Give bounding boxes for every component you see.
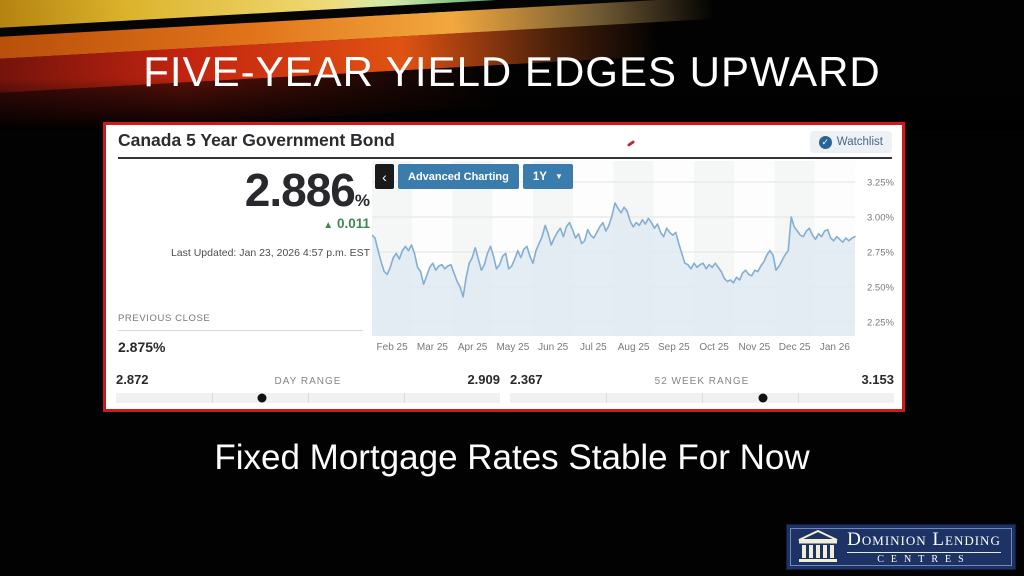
dominion-lending-logo: Dominion Lending Centres: [786, 524, 1016, 570]
bar-tick: [404, 393, 405, 403]
back-button[interactable]: ‹: [375, 164, 394, 189]
yield-chart: ‹ Advanced Charting 1Y ▼ 3.25% 3.00% 2.75%…: [371, 161, 898, 359]
current-yield: 2.886%: [118, 167, 370, 213]
x-tick-label: Apr 25: [458, 342, 488, 353]
week52-range-marker[interactable]: [758, 393, 768, 403]
temple-icon: [798, 530, 838, 562]
quote-block: 2.886% ▲ 0.011 Last Updated: Jan 23, 202…: [118, 167, 370, 259]
x-tick-label: Jun 25: [538, 342, 568, 353]
chart-area: [372, 203, 855, 336]
logo-line2: Centres: [877, 554, 971, 565]
check-circle-icon: ✓: [818, 135, 832, 149]
chart-canvas: 3.25% 3.00% 2.75% 2.50% 2.25% Feb 25 Mar 25 Apr…: [371, 161, 894, 353]
x-tick-label: Nov 25: [739, 342, 771, 353]
bar-tick: [702, 393, 703, 403]
x-tick-label: Dec 25: [779, 342, 811, 353]
bar-tick: [212, 393, 213, 403]
range-selected-value: 1Y: [532, 170, 547, 183]
logo-text: Dominion Lending Centres: [839, 529, 1009, 565]
change-value: ▲ 0.011: [118, 216, 370, 231]
slide-caption: Fixed Mortgage Rates Stable For Now: [214, 438, 810, 477]
x-tick-label: Jan 26: [820, 342, 850, 353]
advanced-charting-label: Advanced Charting: [408, 170, 509, 183]
header-divider: [118, 157, 892, 159]
x-tick-label: Jul 25: [580, 342, 607, 353]
day-range-bar: [116, 393, 500, 403]
previous-close-label: PREVIOUS CLOSE: [118, 313, 211, 324]
last-updated: Last Updated: Jan 23, 2026 4:57 p.m. EST: [170, 247, 370, 259]
change-amount: 0.011: [336, 216, 370, 231]
bar-tick: [308, 393, 309, 403]
up-arrow-icon: ▲: [323, 220, 334, 231]
logo-line1: Dominion Lending: [847, 529, 1001, 553]
ribbon-black-band: [0, 0, 860, 39]
watchlist-button[interactable]: ✓ Watchlist: [809, 131, 892, 153]
instrument-title: Canada 5 Year Government Bond: [118, 130, 395, 150]
y-tick-label: 3.25%: [867, 178, 894, 189]
x-tick-label: Aug 25: [618, 342, 650, 353]
bar-tick: [606, 393, 607, 403]
y-tick-label: 2.50%: [867, 283, 894, 294]
y-tick-label: 2.25%: [867, 318, 894, 329]
week52-range-bar: [510, 393, 894, 403]
day-range-low: 2.872: [116, 372, 149, 387]
yield-value: 2.886: [244, 164, 356, 216]
chart-line: [371, 202, 856, 298]
y-tick-label: 2.75%: [867, 248, 894, 259]
ribbon-green-band: [330, 0, 692, 24]
previous-close-value: 2.875%: [118, 339, 166, 355]
red-pen-mark: [626, 139, 636, 148]
day-range-label: DAY RANGE: [274, 376, 342, 387]
yield-unit: %: [354, 191, 370, 210]
x-tick-label: Sep 25: [658, 342, 690, 353]
previous-close-block: PREVIOUS CLOSE 2.875%: [118, 313, 368, 355]
day-range-marker[interactable]: [257, 393, 267, 403]
x-tick-label: May 25: [496, 342, 529, 353]
chevron-left-icon: ‹: [382, 168, 387, 185]
y-tick-label: 3.00%: [867, 213, 894, 224]
week52-range-low: 2.367: [510, 372, 543, 387]
bond-quote-card: Canada 5 Year Government Bond ✓ Watchlis…: [103, 122, 905, 412]
day-range-block: 2.872 DAY RANGE 2.909: [116, 372, 500, 403]
watchlist-label: Watchlist: [836, 136, 883, 148]
ribbon-gold-band: [0, 0, 721, 32]
x-tick-label: Mar 25: [417, 342, 449, 353]
week52-range-block: 2.367 52 WEEK RANGE 3.153: [510, 372, 894, 403]
previous-close-divider: [118, 330, 363, 331]
range-dropdown[interactable]: 1Y ▼: [522, 164, 573, 189]
bar-tick: [798, 393, 799, 403]
x-tick-label: Feb 25: [377, 342, 409, 353]
x-tick-label: Oct 25: [699, 342, 729, 353]
chart-toolbar: ‹ Advanced Charting 1Y ▼: [375, 164, 573, 189]
day-range-high: 2.909: [467, 372, 500, 387]
chevron-down-icon: ▼: [554, 172, 563, 181]
advanced-charting-button[interactable]: Advanced Charting: [398, 164, 519, 189]
slide-title: FIVE-YEAR YIELD EDGES UPWARD: [143, 48, 881, 95]
week52-range-label: 52 WEEK RANGE: [654, 376, 750, 387]
week52-range-high: 3.153: [861, 372, 894, 387]
